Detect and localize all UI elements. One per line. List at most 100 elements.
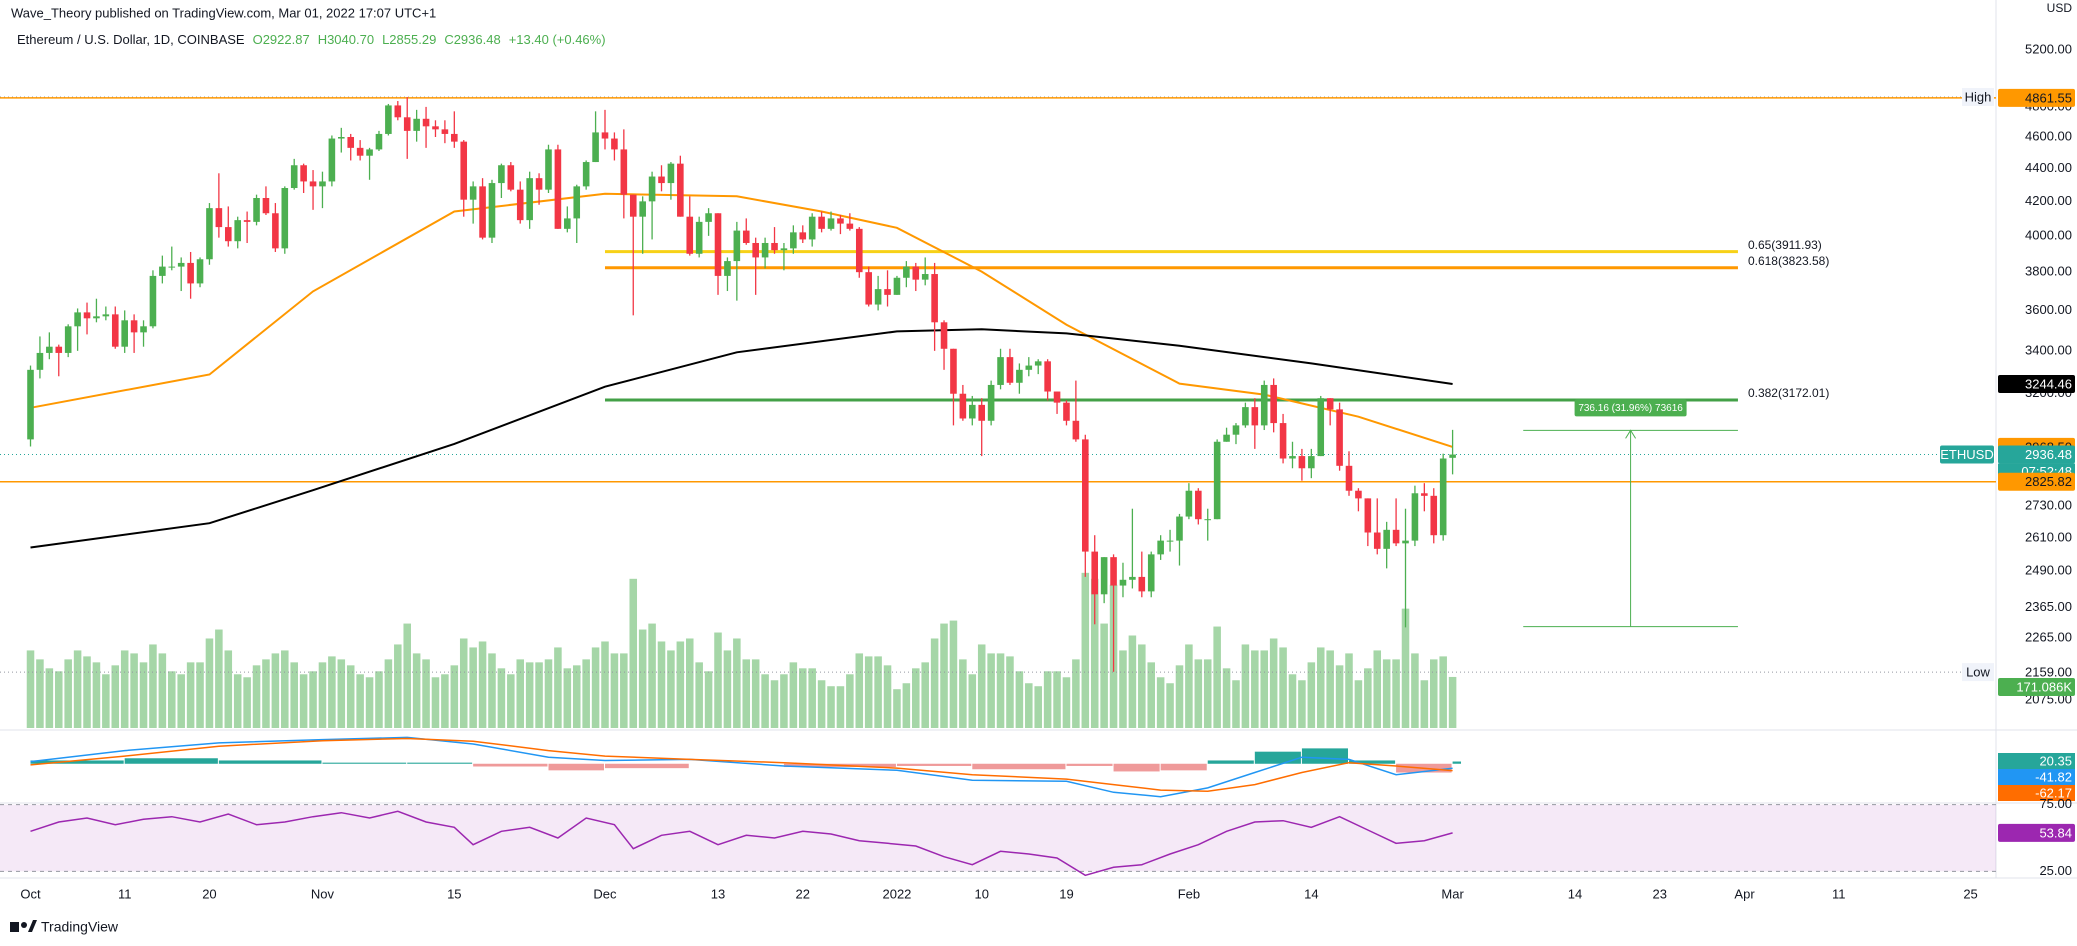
volume-bar [384, 659, 393, 728]
volume-bar [64, 659, 72, 728]
candle-body [1260, 384, 1268, 426]
measure-arrowhead [1625, 429, 1637, 439]
y-tick-label: 3800.00 [2025, 264, 2072, 279]
candle-body [196, 259, 204, 284]
level-price-label-bg [1998, 88, 2075, 107]
volume-bar [1364, 668, 1372, 728]
x-tick-label: 14 [1304, 886, 1318, 901]
volume-bar [657, 641, 666, 728]
candle-body [733, 230, 741, 262]
candle-body [1430, 495, 1438, 536]
rsi-line [30, 810, 1453, 877]
candle-body [451, 133, 458, 142]
moving-average [30, 328, 1453, 549]
volume-bar [582, 659, 590, 728]
candle-body [93, 316, 100, 319]
x-tick-label: Nov [311, 886, 335, 901]
macd-histogram [1160, 763, 1207, 771]
volume-bar [83, 656, 91, 728]
volume-bar [318, 662, 327, 728]
macd-histogram [604, 763, 689, 769]
macd-line [30, 736, 1453, 798]
candle-body [1195, 490, 1202, 520]
y-tick-label: 2265.00 [2025, 630, 2072, 645]
x-tick-label: 25 [1963, 886, 1977, 901]
volume-bar [1401, 608, 1410, 728]
volume-bar [742, 659, 751, 728]
volume-bar [450, 665, 459, 728]
x-tick-label: 19 [1059, 886, 1073, 901]
candle-body [554, 149, 562, 229]
volume-bar [1147, 662, 1155, 728]
candle-body [36, 352, 44, 370]
y-tick-label: 2730.00 [2025, 498, 2072, 513]
volume-bar [1279, 647, 1287, 728]
candle-body [968, 404, 976, 419]
candle-body [1006, 357, 1014, 383]
volume-bar [1090, 578, 1099, 728]
y-tick-label: 4200.00 [2025, 193, 2072, 208]
candle-body [1402, 540, 1409, 544]
candle-body [413, 118, 420, 131]
candle-body [686, 216, 694, 254]
volume-bar [1335, 665, 1344, 728]
volume-label-bg [1998, 677, 2075, 696]
candle-body [818, 216, 825, 229]
x-tick-label: 14 [1568, 886, 1582, 901]
macd-histogram [124, 758, 218, 764]
volume-bar [299, 674, 308, 728]
volume-bar [1156, 677, 1165, 728]
level-price-label: 2825.82 [2025, 474, 2072, 489]
candle-body [168, 266, 176, 268]
macd-value-bg [1998, 769, 2075, 785]
candle-body [658, 176, 665, 184]
candle-body [1308, 456, 1315, 469]
candle-body [601, 132, 609, 139]
candle-body [827, 218, 835, 229]
volume-bar [1373, 650, 1382, 728]
volume-bar [337, 659, 346, 728]
volume-bar [751, 659, 760, 728]
volume-bar [996, 653, 1005, 728]
candle-body [1110, 557, 1117, 586]
candle-body [441, 129, 449, 134]
candle-body [460, 141, 468, 200]
candle-body [940, 322, 948, 349]
candle-body [206, 208, 213, 260]
macd-histogram [473, 763, 548, 767]
volume-bar [1439, 656, 1447, 728]
candle-body [1129, 576, 1136, 580]
volume-bar [695, 662, 703, 728]
volume-bar [1203, 659, 1212, 728]
x-tick-label: Mar [1441, 886, 1464, 901]
volume-bar [1015, 671, 1024, 728]
volume-bar [1354, 680, 1363, 728]
symbol-title: Ethereum / U.S. Dollar, 1D, COINBASE [17, 32, 245, 47]
volume-bar [902, 683, 911, 728]
candle-body [422, 118, 430, 127]
volume-bar [893, 689, 901, 728]
volume-bar [1298, 680, 1306, 728]
volume-bar [733, 638, 741, 728]
candle-body [1383, 529, 1390, 549]
candle-body [140, 326, 147, 333]
candle-body [903, 266, 910, 278]
x-tick-label: 15 [447, 886, 461, 901]
volume-bar [799, 668, 807, 728]
volume-bar [1251, 650, 1259, 728]
y-tick-label: 2365.00 [2025, 599, 2072, 614]
volume-bar [196, 662, 204, 728]
candle-body [1213, 441, 1221, 520]
x-tick-label: 11 [1832, 886, 1846, 901]
candle-body [1449, 454, 1456, 458]
extreme-tag-bg [1962, 87, 1994, 106]
volume-bar [516, 659, 525, 728]
candle-body [978, 404, 986, 421]
volume-bar [92, 662, 101, 728]
fib-label: 0.618(3823.58) [1748, 254, 1829, 268]
macd-histogram [1254, 751, 1301, 764]
candle-body [403, 117, 411, 131]
candle-body [253, 198, 260, 222]
volume-bar [149, 644, 157, 728]
candle-body [874, 289, 882, 305]
